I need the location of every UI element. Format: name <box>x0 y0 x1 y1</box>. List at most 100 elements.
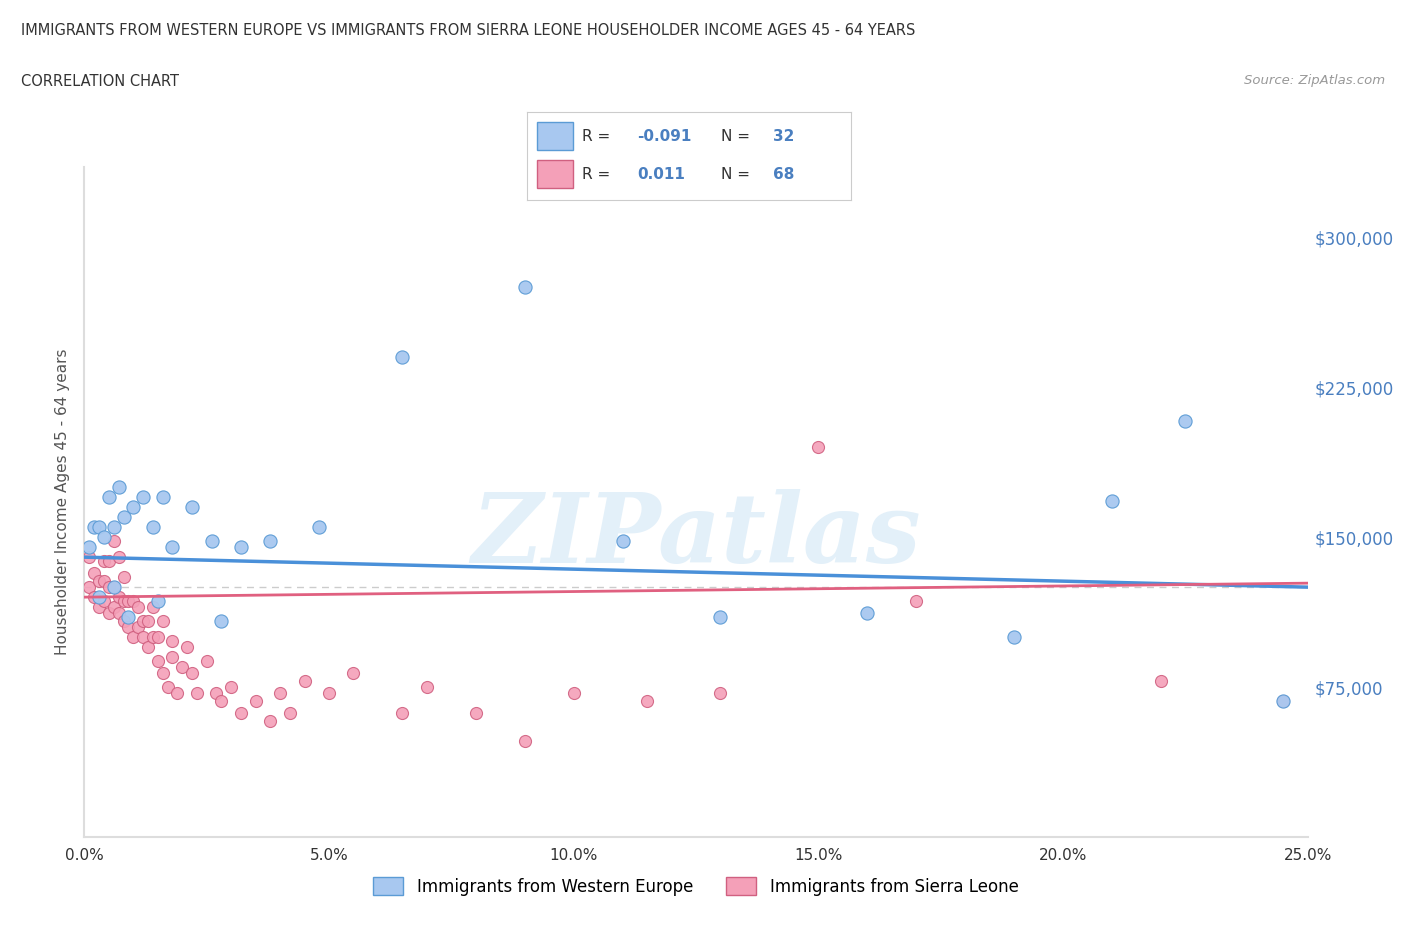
Point <box>612 534 634 549</box>
Point <box>136 614 159 629</box>
Point <box>209 694 232 709</box>
Point <box>93 593 115 608</box>
Point <box>162 633 184 648</box>
Point <box>107 480 129 495</box>
Bar <box>537 160 572 189</box>
Point <box>87 574 110 589</box>
Point <box>1272 694 1295 709</box>
Point <box>77 579 100 594</box>
Point <box>176 640 198 655</box>
Point <box>93 553 115 568</box>
Point <box>245 694 267 709</box>
Point <box>162 539 184 554</box>
Point <box>122 499 145 514</box>
Y-axis label: Householder Income Ages 45 - 64 years: Householder Income Ages 45 - 64 years <box>55 349 70 656</box>
Point <box>219 680 242 695</box>
Point <box>172 659 194 674</box>
Point <box>87 520 110 535</box>
Point <box>117 593 139 608</box>
Text: IMMIGRANTS FROM WESTERN EUROPE VS IMMIGRANTS FROM SIERRA LEONE HOUSEHOLDER INCOM: IMMIGRANTS FROM WESTERN EUROPE VS IMMIGR… <box>21 23 915 38</box>
Legend: Immigrants from Western Europe, Immigrants from Sierra Leone: Immigrants from Western Europe, Immigran… <box>367 870 1025 902</box>
Point <box>186 685 208 700</box>
Point <box>107 605 129 620</box>
Point <box>1101 494 1123 509</box>
Point <box>136 640 159 655</box>
Text: R =: R = <box>582 166 616 182</box>
Point <box>1174 414 1197 429</box>
Point <box>87 590 110 604</box>
Point <box>636 694 658 709</box>
Point <box>152 666 174 681</box>
Point <box>513 280 536 295</box>
Point <box>97 490 120 505</box>
Point <box>93 530 115 545</box>
Point <box>152 614 174 629</box>
Point <box>132 490 155 505</box>
Text: CORRELATION CHART: CORRELATION CHART <box>21 74 179 89</box>
Point <box>97 605 120 620</box>
Point <box>107 590 129 604</box>
Point <box>132 630 155 644</box>
Text: R =: R = <box>582 129 616 144</box>
Point <box>709 685 731 700</box>
Point <box>142 520 165 535</box>
Point <box>156 680 179 695</box>
Point <box>112 510 135 525</box>
Point <box>107 550 129 565</box>
Point <box>259 713 281 728</box>
Point <box>259 534 281 549</box>
Point <box>146 593 169 608</box>
Point <box>152 490 174 505</box>
Text: N =: N = <box>721 166 755 182</box>
Point <box>77 550 100 565</box>
Point <box>127 619 149 634</box>
Point <box>209 614 232 629</box>
Point <box>513 734 536 749</box>
Point <box>103 534 125 549</box>
Point <box>181 499 204 514</box>
Point <box>856 605 879 620</box>
Point <box>122 630 145 644</box>
Point <box>318 685 340 700</box>
Point <box>103 579 125 594</box>
Text: -0.091: -0.091 <box>637 129 692 144</box>
Text: 0.011: 0.011 <box>637 166 685 182</box>
Point <box>308 520 330 535</box>
Point <box>97 579 120 594</box>
Point <box>391 350 413 365</box>
Point <box>709 610 731 625</box>
Bar <box>537 122 572 151</box>
Point <box>200 534 222 549</box>
Point <box>278 706 301 721</box>
Text: 32: 32 <box>773 129 794 144</box>
Point <box>127 600 149 615</box>
Point <box>103 600 125 615</box>
Text: 68: 68 <box>773 166 794 182</box>
Point <box>181 666 204 681</box>
Point <box>464 706 486 721</box>
Point <box>87 600 110 615</box>
Point <box>416 680 439 695</box>
Point <box>77 539 100 554</box>
Point <box>1272 694 1295 709</box>
Point <box>905 593 928 608</box>
Point <box>391 706 413 721</box>
Point <box>1150 673 1173 688</box>
Point <box>1002 630 1025 644</box>
Point <box>103 579 125 594</box>
Point <box>83 520 105 535</box>
Point <box>562 685 585 700</box>
Text: ZIPatlas: ZIPatlas <box>471 488 921 583</box>
Point <box>93 574 115 589</box>
Point <box>229 539 252 554</box>
Point <box>195 654 218 669</box>
Point <box>117 610 139 625</box>
Point <box>103 520 125 535</box>
Point <box>142 600 165 615</box>
Point <box>162 650 184 665</box>
Point <box>112 614 135 629</box>
Point <box>112 570 135 585</box>
Point <box>229 706 252 721</box>
Point <box>117 619 139 634</box>
Point <box>112 593 135 608</box>
